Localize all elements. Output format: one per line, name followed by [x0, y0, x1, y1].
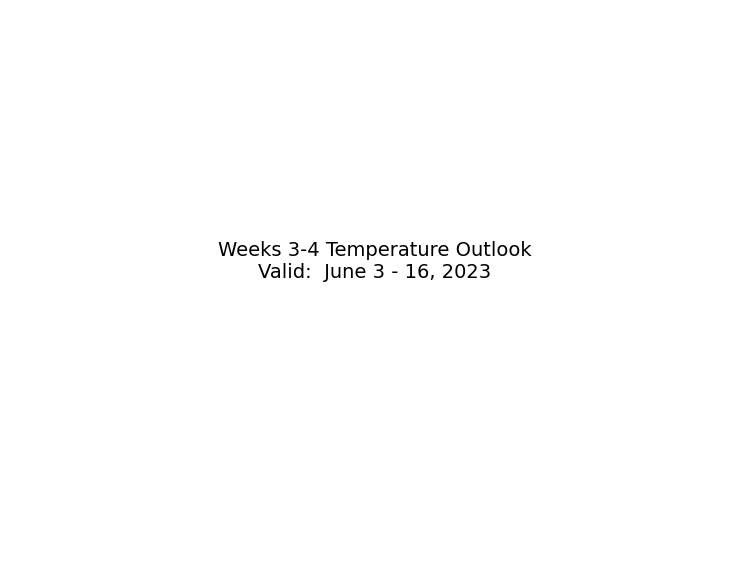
- Text: Weeks 3-4 Temperature Outlook
Valid:  June 3 - 16, 2023: Weeks 3-4 Temperature Outlook Valid: Jun…: [218, 241, 532, 282]
